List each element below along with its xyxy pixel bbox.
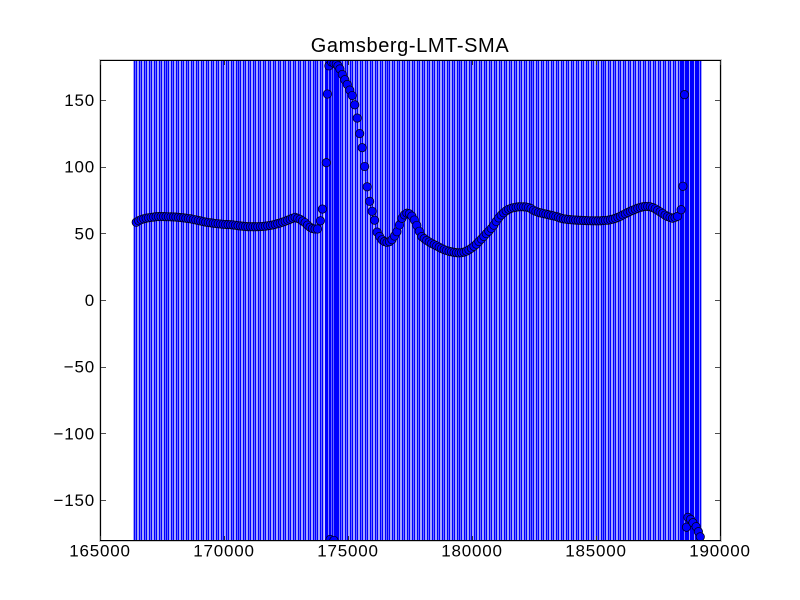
svg-text:Gamsberg-LMT-SMA: Gamsberg-LMT-SMA	[311, 35, 510, 57]
svg-text:190000: 190000	[689, 542, 751, 561]
svg-text:180000: 180000	[441, 542, 503, 561]
svg-text:170000: 170000	[193, 542, 255, 561]
svg-text:−50: −50	[64, 358, 95, 377]
svg-text:150: 150	[64, 91, 95, 110]
svg-text:100: 100	[64, 158, 95, 177]
svg-text:0: 0	[85, 291, 95, 310]
svg-text:165000: 165000	[69, 542, 131, 561]
svg-text:50: 50	[74, 224, 95, 243]
svg-text:−100: −100	[54, 424, 96, 443]
svg-text:−150: −150	[54, 491, 96, 510]
svg-text:175000: 175000	[317, 542, 379, 561]
svg-text:185000: 185000	[565, 542, 627, 561]
